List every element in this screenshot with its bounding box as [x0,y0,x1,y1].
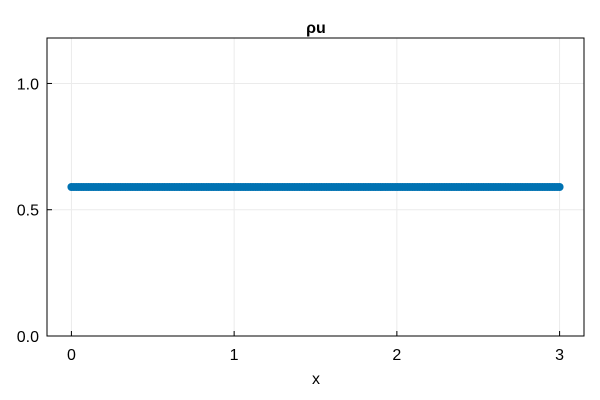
ticks-layer: 0 1 2 3 0.0 0.5 1.0 [17,76,564,364]
y-tick-label: 1.0 [17,76,39,93]
y-tick-label: 0.0 [17,329,39,346]
data-point [555,183,564,191]
x-axis-title: x [312,371,320,388]
chart-title: ρu [306,20,326,37]
x-tick-label: 1 [230,347,239,364]
x-tick-label: 0 [67,347,76,364]
points-layer [67,183,564,191]
plot-frame [46,37,585,337]
y-tick-label: 0.5 [17,203,39,220]
x-tick-label: 3 [555,347,564,364]
x-tick-label: 2 [392,347,401,364]
